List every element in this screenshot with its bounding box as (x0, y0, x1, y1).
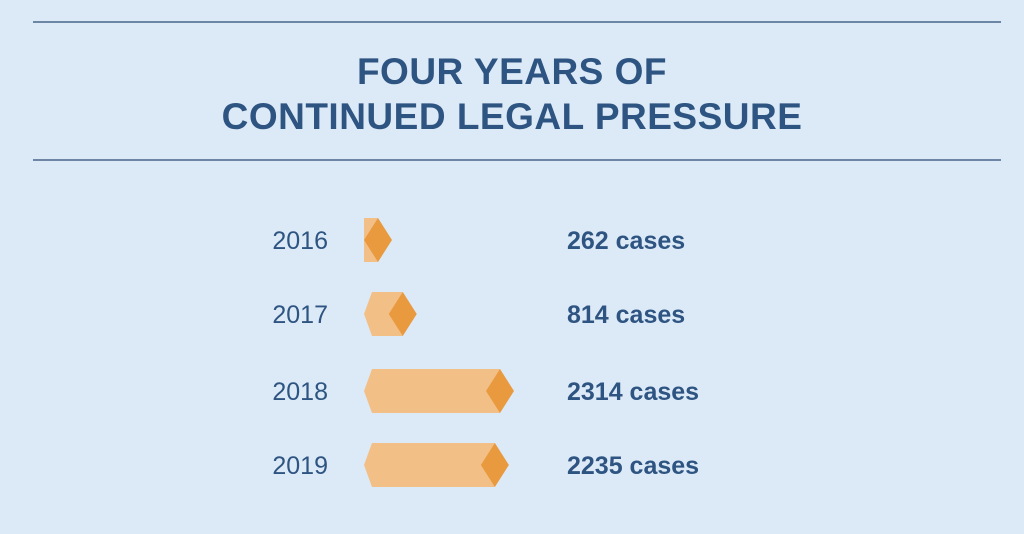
bar-2018 (364, 369, 514, 413)
bar-2017 (364, 292, 417, 336)
top-divider (33, 21, 1001, 23)
bar-tip-2019 (480, 443, 509, 487)
category-label-2019: 2019 (272, 452, 328, 480)
category-label-2017: 2017 (272, 301, 328, 329)
bottom-divider (33, 159, 1001, 161)
value-label-2018: 2314 cases (567, 378, 699, 406)
bar-2016 (364, 218, 392, 262)
bar-2019 (364, 443, 509, 487)
category-label-2018: 2018 (272, 378, 328, 406)
bar-tip-2017 (388, 292, 417, 336)
value-label-2019: 2235 cases (567, 452, 699, 480)
value-label-2016: 262 cases (567, 227, 685, 255)
bar-tip-2016 (364, 218, 392, 262)
category-label-2016: 2016 (272, 227, 328, 255)
value-label-2017: 814 cases (567, 301, 685, 329)
bar-tip-2018 (486, 369, 514, 413)
chart-title-line-1: FOUR YEARS OF (356, 51, 668, 92)
chart-title-line-2: CONTINUED LEGAL PRESSURE (221, 96, 803, 137)
bar-body-2019 (364, 443, 495, 487)
bar-body-2018 (364, 369, 500, 413)
